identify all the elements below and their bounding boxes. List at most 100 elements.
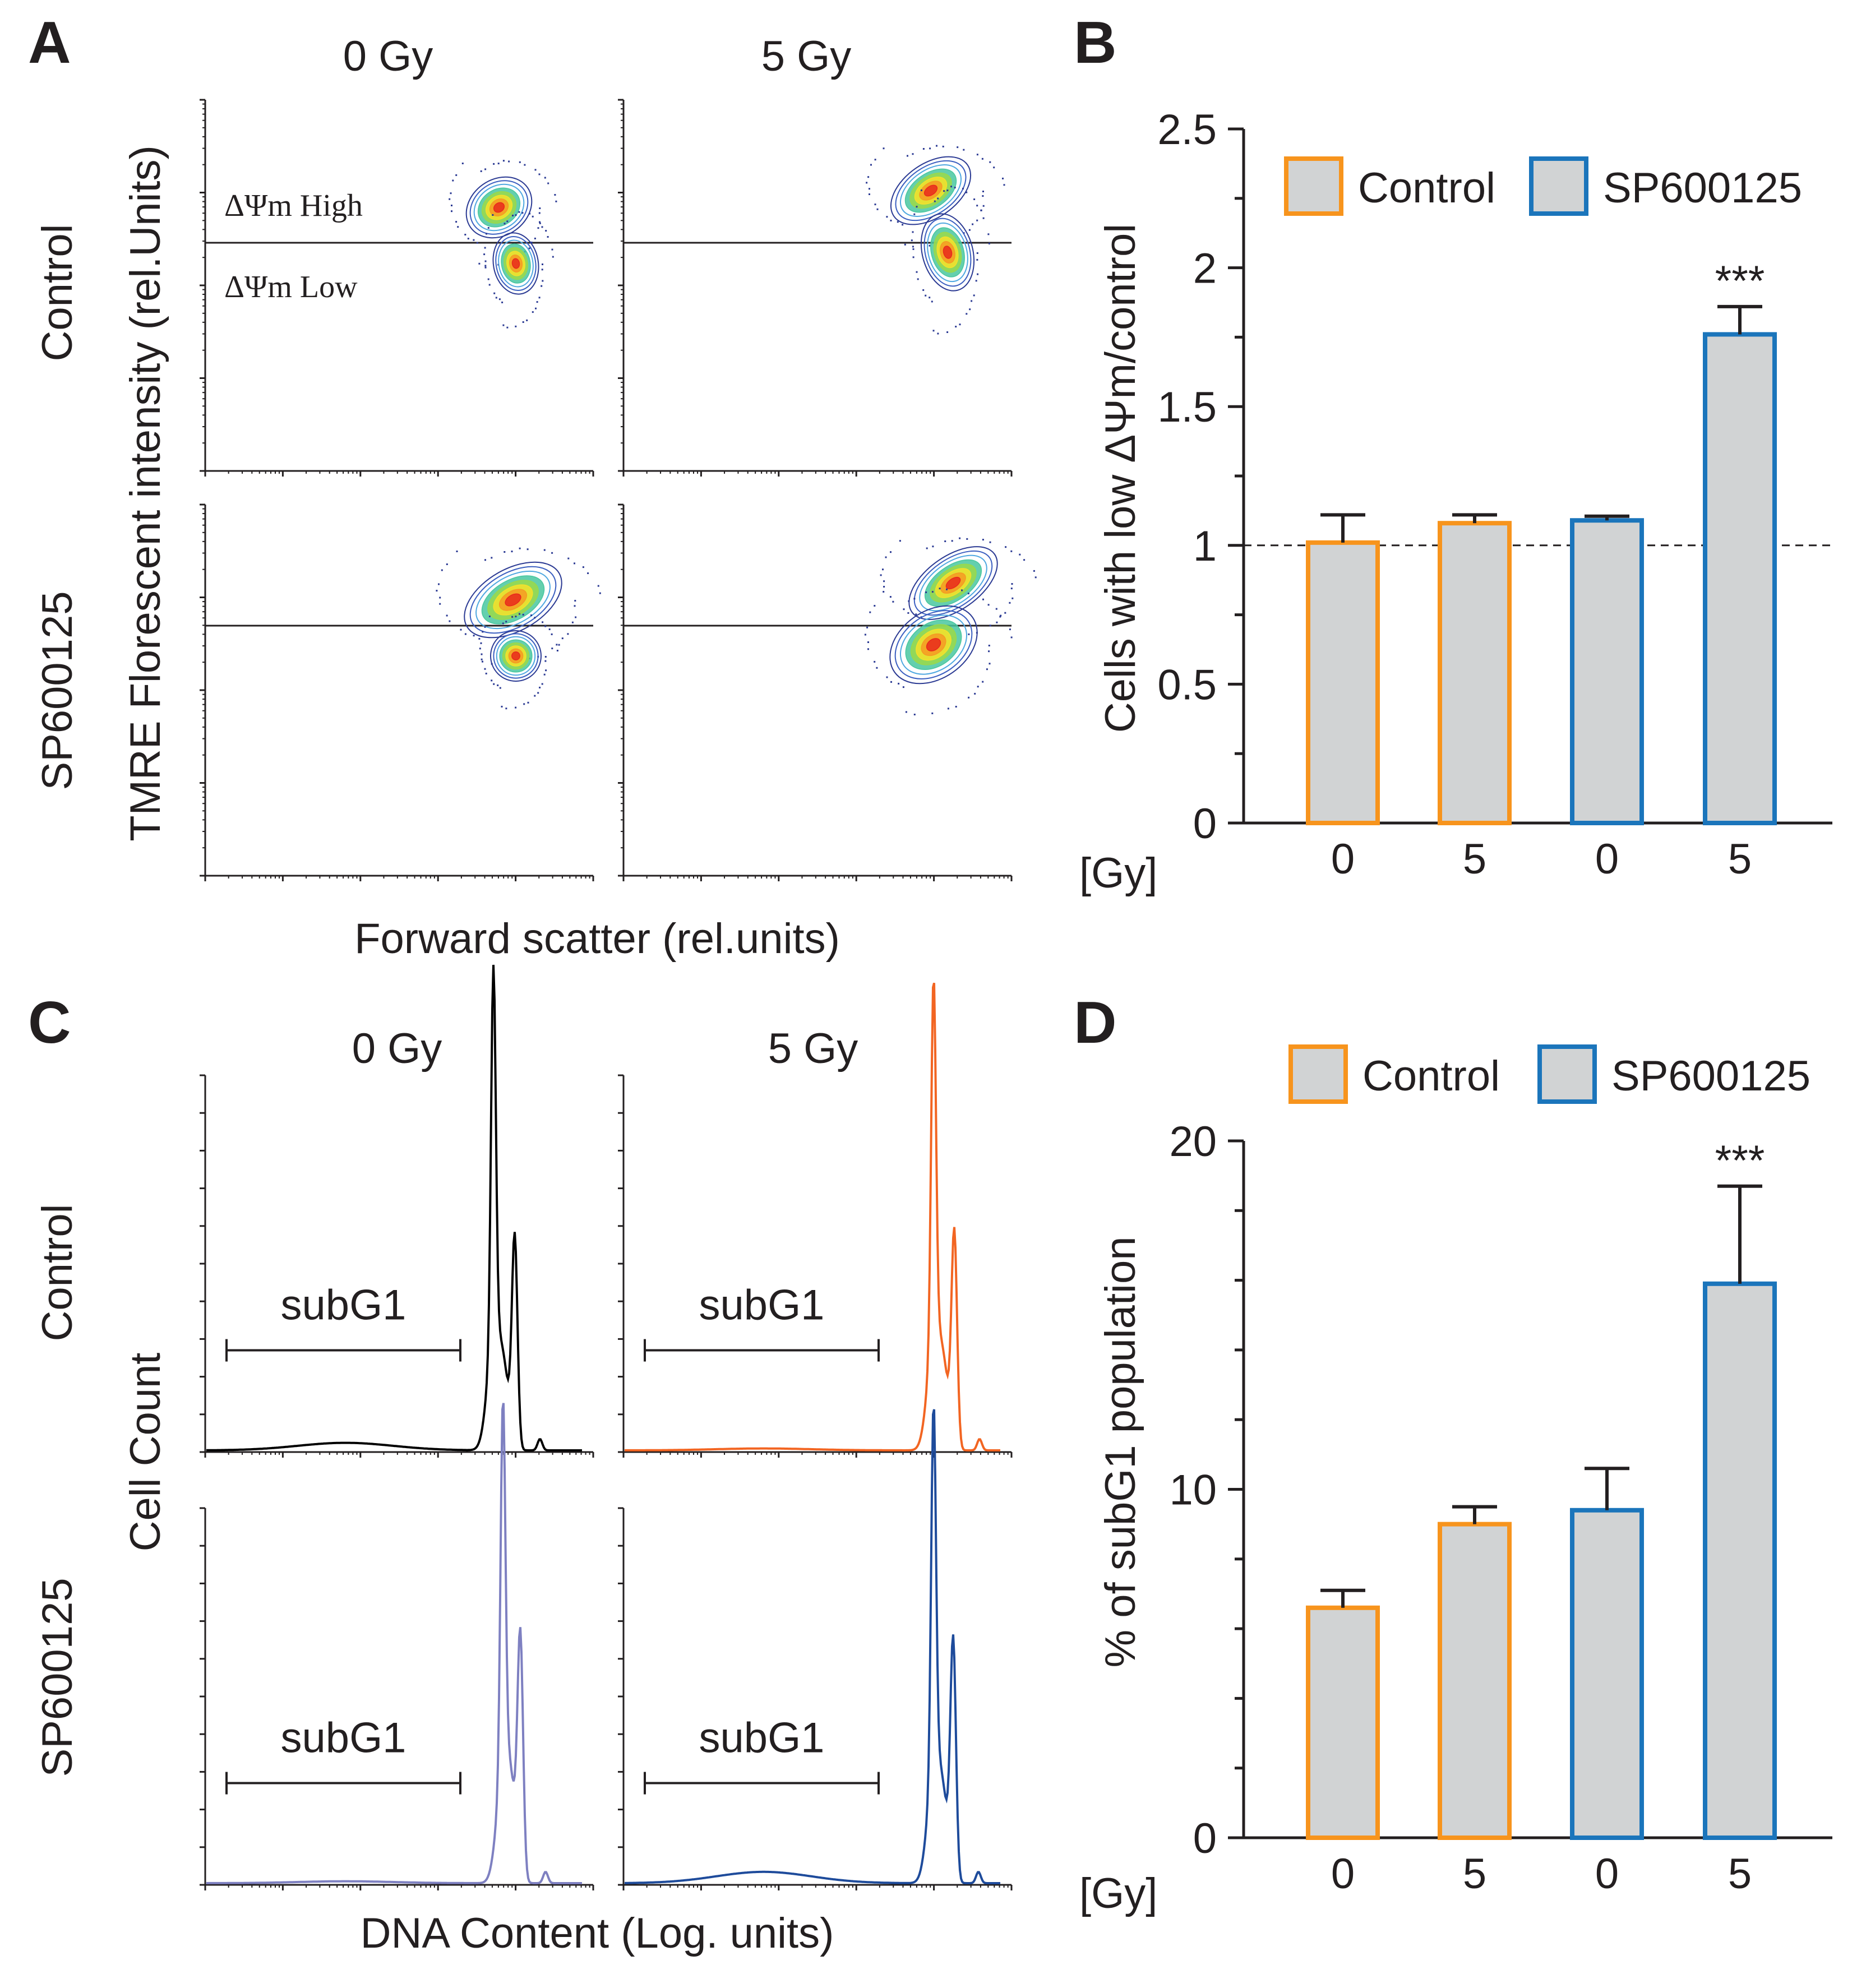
- scatter-dot-sp600125-0gy: [446, 563, 448, 565]
- scatter-dot-sp600125-0gy: [543, 549, 546, 551]
- scatter-dot-control-0gy: [551, 248, 553, 251]
- scatter-dot-sp600125-5gy: [905, 711, 907, 713]
- scatter-dot-sp600125-5gy: [883, 580, 885, 582]
- scatter-dot-control-5gy: [946, 331, 949, 333]
- bar-control-0gy: [1306, 540, 1380, 826]
- scatter-dot-control-5gy: [973, 294, 975, 297]
- scatter-dot-sp600125-5gy: [1009, 628, 1011, 631]
- density-contour-control-5gy: [920, 213, 975, 292]
- scatter-dot-sp600125-0gy: [515, 616, 517, 618]
- legend-swatch-control: [1284, 156, 1343, 216]
- scatter-dot-sp600125-5gy: [1023, 559, 1026, 561]
- panel-c-histogram-axes: [200, 1074, 1013, 1890]
- scatter-dot-control-5gy: [931, 300, 933, 303]
- y-tick-label: 0.5: [1157, 661, 1217, 709]
- scatter-dot-sp600125-0gy: [556, 650, 558, 651]
- panel-c: C 0 Gy 5 Gy Control SP600125 Cell Count …: [28, 964, 1013, 1957]
- scatter-dot-sp600125-5gy: [968, 633, 970, 635]
- scatter-dot-sp600125-5gy: [968, 696, 970, 699]
- y-tick-label: 10: [1169, 1467, 1217, 1514]
- scatter-dot-control-0gy: [534, 237, 536, 239]
- y-tick-label: 0: [1193, 800, 1217, 848]
- scatter-dot-sp600125-0gy: [480, 642, 482, 644]
- scatter-dot-control-0gy: [532, 311, 534, 313]
- scatter-dot-control-0gy: [539, 207, 541, 209]
- density-contour-control-0gy: [469, 180, 529, 235]
- y-tick-label: 1: [1193, 523, 1217, 570]
- scatter-dot-control-0gy: [541, 226, 543, 228]
- density-contour-sp600125-0gy: [490, 630, 542, 682]
- panel-c-xlabel: DNA Content (Log. units): [361, 1910, 834, 1957]
- scatter-dot-sp600125-5gy: [995, 608, 997, 610]
- scatter-dot-sp600125-5gy: [989, 541, 991, 543]
- scatter-dot-sp600125-0gy: [558, 644, 560, 646]
- scatter-dot-sp600125-0gy: [561, 637, 564, 640]
- scatter-dot-control-5gy: [917, 278, 919, 280]
- scatter-dot-control-5gy: [955, 326, 957, 328]
- scatter-dot-sp600125-0gy: [504, 551, 506, 553]
- gate-high-label: ΔΨm High: [224, 188, 363, 223]
- legend-label-control: Control: [1358, 164, 1495, 212]
- scatter-dot-sp600125-0gy: [534, 695, 536, 697]
- scatter-dot-control-0gy: [521, 212, 524, 214]
- scatter-dot-control-5gy: [913, 213, 916, 215]
- scatter-dot-control-5gy: [934, 200, 936, 202]
- scatter-dot-control-0gy: [545, 230, 547, 232]
- scatter-dot-sp600125-5gy: [988, 650, 990, 653]
- scatter-dot-control-5gy: [897, 221, 899, 223]
- significance-annotation: ***: [1715, 257, 1765, 305]
- scatter-dot-control-0gy: [530, 242, 533, 243]
- scatter-dot-sp600125-0gy: [543, 673, 546, 676]
- panel-a-density-contours: [436, 145, 1037, 715]
- scatter-dot-sp600125-5gy: [899, 540, 901, 542]
- scatter-dot-sp600125-0gy: [497, 684, 499, 686]
- scatter-dot-control-0gy: [451, 205, 452, 206]
- scatter-dot-sp600125-5gy: [926, 547, 928, 549]
- scatter-dot-sp600125-5gy: [988, 645, 990, 646]
- scatter-dot-control-5gy: [950, 186, 952, 188]
- density-contour-sp600125-5gy: [919, 554, 987, 612]
- density-contour-sp600125-5gy: [913, 550, 993, 616]
- scatter-dot-sp600125-0gy: [523, 703, 525, 705]
- scatter-dot-control-0gy: [473, 239, 475, 241]
- scatter-dot-control-0gy: [508, 160, 510, 163]
- scatter-dot-control-5gy: [932, 330, 935, 332]
- panel-b-ylabel: Cells with low ΔΨm/control: [1097, 224, 1144, 733]
- scatter-dot-sp600125-0gy: [541, 683, 543, 685]
- scatter-dot-control-5gy: [883, 147, 885, 150]
- density-contour-control-0gy: [493, 202, 505, 213]
- scatter-dot-sp600125-5gy: [1010, 588, 1013, 590]
- bar-control-5gy: [1438, 1522, 1512, 1840]
- scatter-dot-sp600125-5gy: [1033, 570, 1035, 572]
- scatter-dot-sp600125-0gy: [505, 621, 507, 623]
- scatter-dot-control-5gy: [963, 149, 965, 151]
- scatter-dot-control-0gy: [539, 222, 541, 224]
- scatter-dot-control-5gy: [962, 187, 964, 189]
- scatter-dot-control-5gy: [904, 243, 906, 246]
- scatter-dot-control-0gy: [455, 221, 458, 223]
- scatter-dot-sp600125-5gy: [1000, 614, 1002, 617]
- panel-d-bar-chart: 0 10 20 0 5 0 5 ***: [1169, 1118, 1832, 1898]
- scatter-dot-sp600125-5gy: [1011, 597, 1014, 599]
- scatter-dot-control-0gy: [480, 170, 482, 172]
- scatter-dot-sp600125-5gy: [883, 591, 885, 593]
- scatter-dot-sp600125-0gy: [551, 633, 553, 635]
- scatter-dot-sp600125-0gy: [482, 660, 483, 663]
- scatter-dot-sp600125-5gy: [955, 706, 957, 708]
- density-contour-control-5gy: [890, 156, 972, 225]
- scatter-dot-sp600125-0gy: [446, 614, 448, 617]
- scatter-dot-control-5gy: [954, 187, 956, 189]
- scatter-dot-sp600125-5gy: [885, 556, 887, 558]
- scatter-dot-control-5gy: [1003, 184, 1005, 186]
- scatter-dot-control-0gy: [504, 223, 506, 225]
- scatter-dot-control-5gy: [867, 176, 870, 178]
- density-contour-sp600125-0gy: [496, 636, 536, 676]
- scatter-dot-control-5gy: [980, 209, 982, 211]
- scatter-dot-control-0gy: [484, 265, 487, 267]
- scatter-dot-sp600125-0gy: [460, 628, 462, 631]
- panel-b-legend: Control SP600125: [1284, 156, 1802, 216]
- scatter-dot-sp600125-0gy: [599, 592, 601, 594]
- panel-a-xlabel: Forward scatter (rel.units): [354, 915, 840, 963]
- scatter-dot-sp600125-5gy: [903, 608, 905, 611]
